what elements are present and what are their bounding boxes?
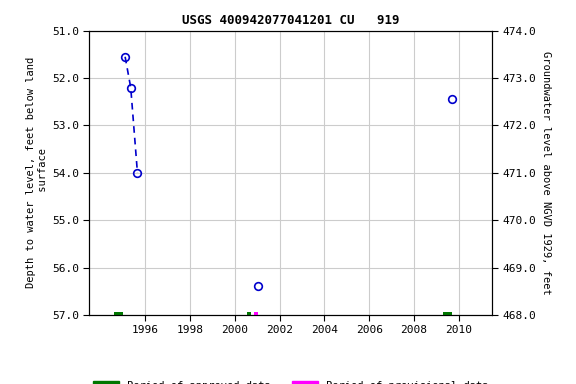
Title: USGS 400942077041201 CU   919: USGS 400942077041201 CU 919 — [182, 14, 400, 27]
Y-axis label: Depth to water level, feet below land
 surface: Depth to water level, feet below land su… — [26, 57, 48, 288]
Legend: Period of approved data, Period of provisional data: Period of approved data, Period of provi… — [89, 377, 493, 384]
Y-axis label: Groundwater level above NGVD 1929, feet: Groundwater level above NGVD 1929, feet — [540, 51, 551, 295]
